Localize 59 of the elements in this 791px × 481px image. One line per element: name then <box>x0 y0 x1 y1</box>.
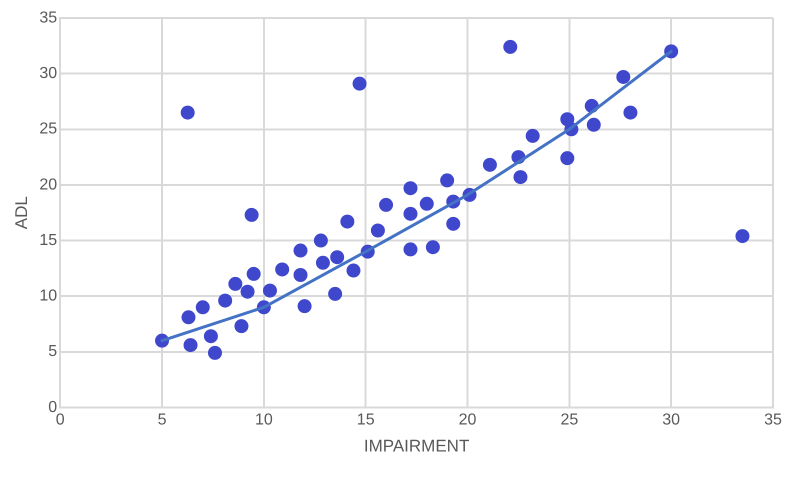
y-tick-label: 25 <box>39 120 58 138</box>
point <box>735 229 750 244</box>
point <box>262 284 277 298</box>
y-tick-label: 20 <box>39 176 58 194</box>
x-tick-label: 5 <box>158 411 167 428</box>
y-tick-label: 30 <box>39 65 58 82</box>
point <box>616 70 630 84</box>
point <box>294 244 308 258</box>
y-tick-label: 0 <box>48 398 58 416</box>
point <box>196 300 210 314</box>
point <box>244 208 259 222</box>
point <box>560 151 574 166</box>
point <box>294 268 308 282</box>
point <box>403 181 418 196</box>
point <box>184 338 198 352</box>
point <box>204 329 218 344</box>
x-tick-label: 30 <box>662 411 680 428</box>
y-tick-label: 10 <box>39 288 58 305</box>
point <box>240 284 255 299</box>
x-tick-label: 15 <box>356 411 375 428</box>
point <box>228 276 242 291</box>
y-tick-label: 35 <box>39 9 58 26</box>
point <box>314 234 328 248</box>
point <box>440 173 454 188</box>
point <box>218 294 232 308</box>
x-tick-label: 20 <box>458 411 477 428</box>
point <box>586 118 601 132</box>
point <box>208 346 222 360</box>
point <box>346 264 360 278</box>
point <box>446 216 460 231</box>
point <box>426 240 440 254</box>
point <box>340 214 354 229</box>
x-tick-label: 10 <box>254 411 273 428</box>
point <box>379 198 394 212</box>
point <box>482 158 497 172</box>
y-tick-label: 15 <box>39 232 58 249</box>
point <box>328 286 342 301</box>
point <box>275 262 290 276</box>
point <box>180 106 195 120</box>
point <box>352 76 367 91</box>
point <box>316 256 330 270</box>
x-tick-label: 25 <box>560 411 578 428</box>
x-axis-title: IMPAIRMENT <box>364 436 470 456</box>
y-tick-label: 5 <box>48 343 58 360</box>
point <box>420 196 434 211</box>
point <box>182 310 196 324</box>
point <box>503 40 518 54</box>
point <box>623 106 638 120</box>
point <box>526 128 540 143</box>
point <box>513 170 528 184</box>
point <box>298 299 312 314</box>
point <box>234 319 248 334</box>
point <box>403 206 418 221</box>
point <box>370 224 385 238</box>
y-axis-title: ADL <box>12 196 31 230</box>
x-tick-label: 35 <box>764 411 782 428</box>
point <box>403 242 418 256</box>
point <box>246 266 261 281</box>
point <box>330 250 344 264</box>
